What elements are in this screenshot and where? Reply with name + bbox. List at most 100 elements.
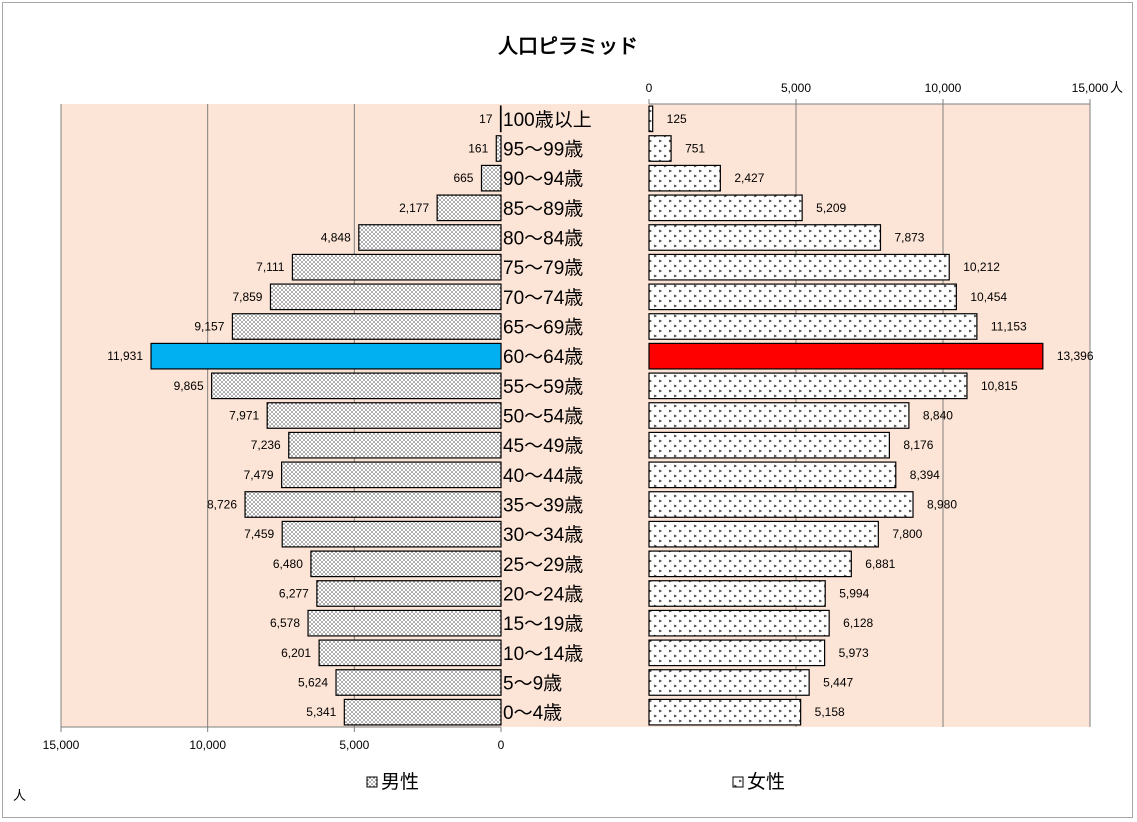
female-value-label: 5,447: [823, 676, 853, 690]
female-value-label: 10,815: [981, 379, 1018, 393]
male-bar: [358, 224, 502, 251]
female-bar: [648, 609, 830, 637]
male-value-label: 7,236: [251, 438, 281, 452]
male-bar: [231, 313, 502, 340]
male-bar: [310, 550, 502, 578]
female-bar: [648, 698, 802, 726]
male-bar: [436, 194, 502, 222]
male-bar: [291, 253, 502, 281]
male-value-label: 6,480: [273, 557, 303, 571]
male-axis-tick-label: 10,000: [189, 738, 226, 752]
population-pyramid-chart: 人口ピラミッド 15,000 10,000 5,000 00 5,000 10,000 15…: [13, 35, 1123, 803]
legend-female: 女性: [732, 771, 785, 793]
female-bar: [648, 431, 890, 459]
male-bar: [266, 402, 502, 429]
female-axis-tick-label: 5,000: [781, 81, 811, 95]
female-bar: [648, 224, 882, 251]
female-bar: [648, 402, 910, 429]
female-bar: [648, 313, 978, 340]
female-bar: [648, 105, 654, 133]
male-value-label: 5,341: [306, 705, 336, 719]
male-value-label: 7,459: [244, 527, 274, 541]
male-bar: [335, 669, 502, 696]
female-value-label: 8,980: [927, 498, 957, 512]
male-value-label: 8,726: [207, 498, 237, 512]
female-bar: [648, 550, 852, 578]
male-bar: [495, 135, 502, 162]
category-label: 5～9歳: [503, 673, 562, 695]
category-label: 90～94歳: [503, 168, 583, 190]
category-label-background: [501, 104, 649, 727]
male-axis-tick-label: 0: [498, 738, 505, 752]
category-label: 10～14歳: [503, 643, 583, 665]
male-bar: [307, 609, 502, 637]
female-bar: [648, 639, 826, 667]
female-bar: [648, 520, 879, 548]
male-bar: [316, 580, 502, 607]
male-value-label: 6,277: [279, 587, 309, 601]
female-bar: [648, 580, 826, 607]
male-value-label: 6,201: [281, 646, 311, 660]
chart-title: 人口ピラミッド: [498, 35, 638, 58]
category-label: 45～49歳: [503, 435, 583, 457]
female-value-label: 10,212: [963, 260, 1000, 274]
female-value-label: 11,153: [991, 320, 1027, 334]
male-value-label: 6,578: [270, 616, 300, 630]
female-value-label: 8,394: [910, 468, 940, 482]
female-value-label: 10,454: [970, 290, 1007, 304]
male-value-label: 7,111: [256, 260, 285, 274]
female-value-label: 8,176: [903, 438, 933, 452]
legend-female-label: 女性: [747, 771, 785, 793]
male-value-label: 7,971: [229, 409, 259, 423]
female-bar: [648, 669, 810, 696]
female-value-label: 13,396: [1057, 349, 1094, 363]
male-value-label: 17: [479, 112, 493, 126]
female-value-label: 6,128: [843, 616, 873, 630]
female-bar: [648, 461, 897, 489]
male-value-label: 2,177: [399, 201, 429, 215]
category-label: 65～69歳: [503, 317, 583, 339]
female-bar: [648, 342, 1044, 370]
female-value-label: 2,427: [734, 171, 764, 185]
category-label: 95～99歳: [503, 139, 583, 161]
male-axis-tick-label: 15,000: [43, 738, 80, 752]
female-bar: [648, 372, 968, 400]
category-label: 55～59歳: [503, 376, 583, 398]
female-value-label: 7,873: [894, 231, 924, 245]
category-label: 20～24歳: [503, 584, 583, 606]
female-bar: [648, 283, 957, 311]
female-bar: [648, 164, 721, 192]
category-label: 30～34歳: [503, 524, 583, 546]
category-label: 0～4歳: [503, 702, 562, 724]
female-bar: [648, 253, 950, 281]
female-value-label: 125: [667, 112, 687, 126]
female-value-label: 5,209: [816, 201, 846, 215]
category-label: 75～79歳: [503, 257, 583, 279]
female-value-label: 7,800: [892, 527, 922, 541]
female-value-label: 5,973: [839, 646, 869, 660]
male-value-label: 9,865: [174, 379, 204, 393]
female-value-label: 751: [685, 142, 705, 156]
male-bar: [281, 520, 502, 548]
male-bar: [211, 372, 502, 400]
female-axis-tick-label: 15,000: [1072, 81, 1109, 95]
male-value-label: 4,848: [321, 231, 351, 245]
female-bar: [648, 491, 914, 518]
male-bar: [269, 283, 502, 311]
category-label: 15～19歳: [503, 613, 583, 635]
legend-female-swatch: [732, 776, 744, 788]
legend-male: 男性: [366, 771, 419, 793]
male-value-label: 161: [468, 142, 488, 156]
male-bar: [288, 431, 502, 459]
female-value-label: 5,158: [815, 705, 845, 719]
category-label: 25～29歳: [503, 554, 583, 576]
legend-male-label: 男性: [381, 771, 419, 793]
female-bar: [648, 194, 803, 222]
category-label: 70～74歳: [503, 287, 583, 309]
unit-label-top: 人: [1110, 80, 1123, 95]
female-bar: [648, 135, 672, 162]
male-bar: [480, 164, 502, 192]
category-label: 80～84歳: [503, 228, 583, 250]
male-value-label: 7,479: [244, 468, 274, 482]
